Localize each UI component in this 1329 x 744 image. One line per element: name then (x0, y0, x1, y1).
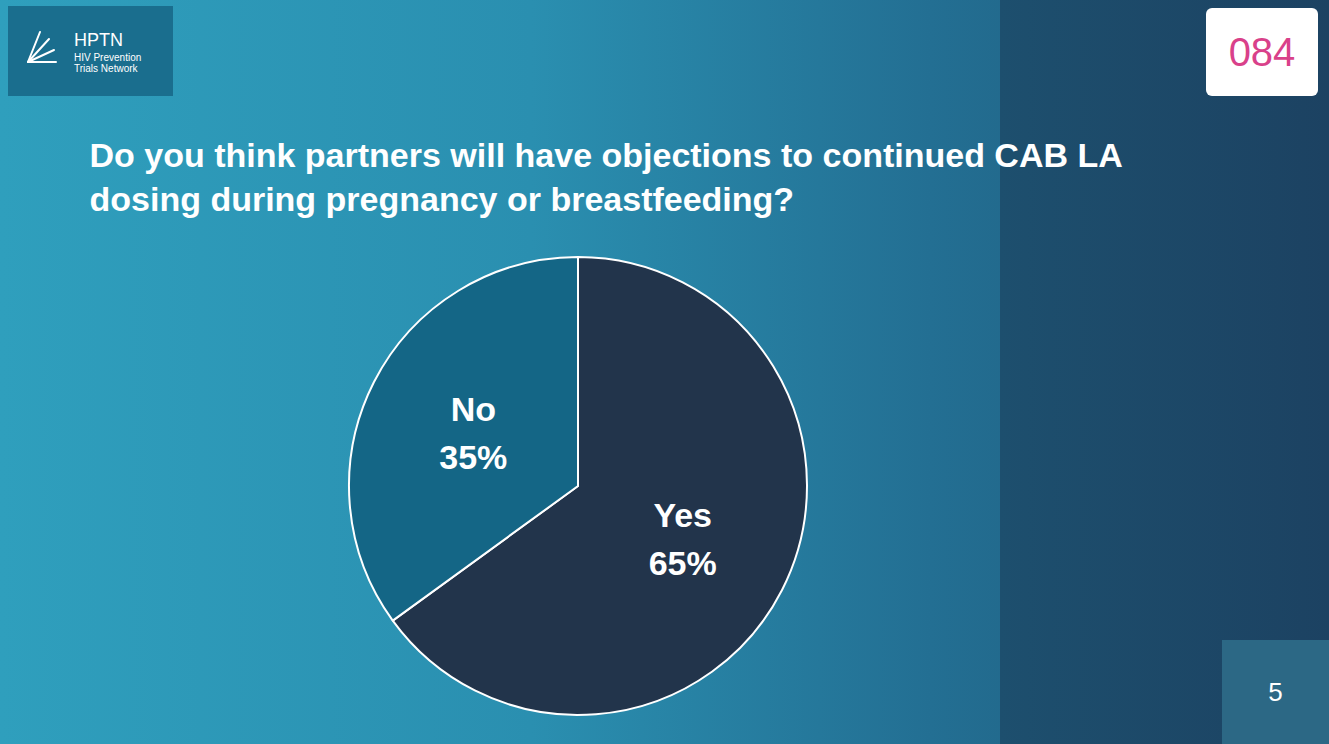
svg-text:Yes: Yes (653, 496, 712, 534)
svg-text:No: No (451, 390, 496, 428)
html-text:5: 5 (1268, 677, 1283, 707)
svg-text:dosing during pregnancy or bre: dosing during pregnancy or breastfeeding… (90, 180, 795, 218)
svg-text:35%: 35% (439, 438, 507, 476)
html-text:084: 084 (1228, 30, 1296, 74)
svg-text:Do you think partners will hav: Do you think partners will have objectio… (90, 136, 1131, 174)
html-text:HPTN: HPTN (74, 30, 123, 50)
html-text:Trials Network: Trials Network (74, 63, 138, 74)
html-text:HIV Prevention: HIV Prevention (74, 52, 142, 63)
svg-text:65%: 65% (649, 544, 717, 582)
